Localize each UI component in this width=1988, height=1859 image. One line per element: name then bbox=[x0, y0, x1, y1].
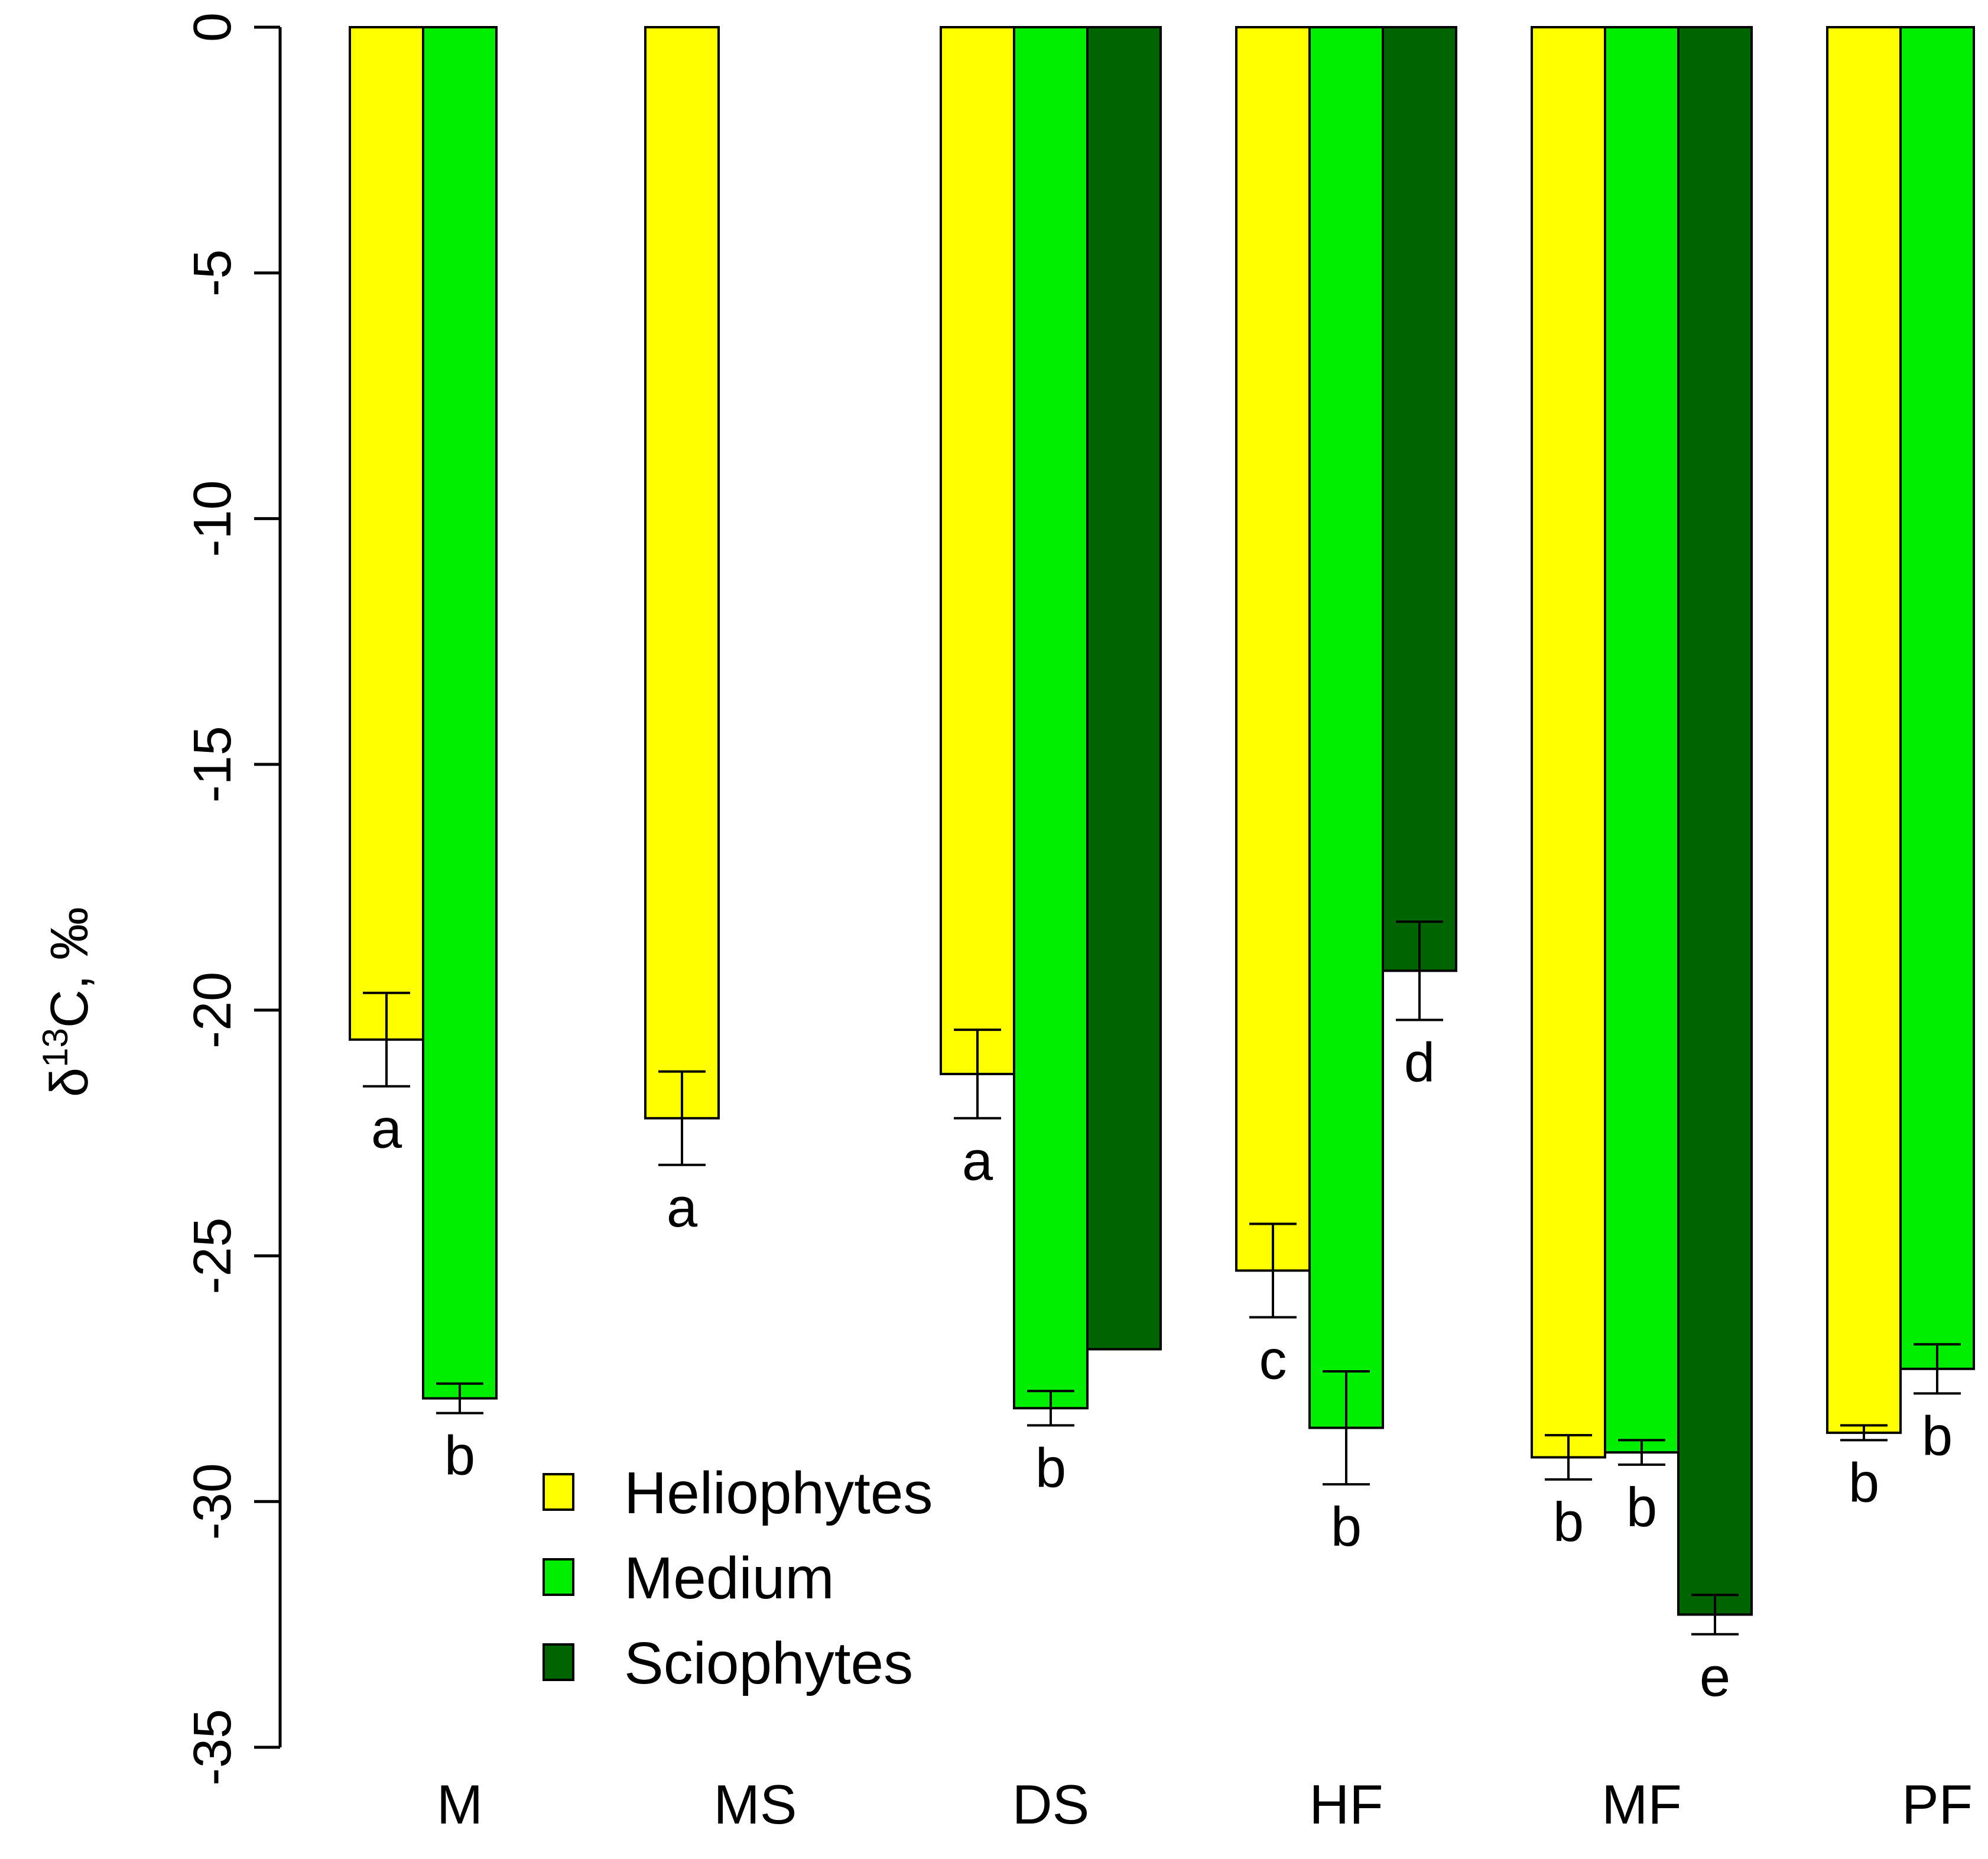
error-bar-medium-m bbox=[436, 1382, 483, 1414]
significance-label: a bbox=[371, 1098, 402, 1160]
bar-heliophytes-hf bbox=[1235, 26, 1311, 1272]
y-tick-label: -30 bbox=[183, 1463, 242, 1540]
significance-label: a bbox=[962, 1130, 993, 1192]
error-bar-heliophytes-ms bbox=[658, 1070, 706, 1166]
significance-label: b bbox=[1626, 1476, 1657, 1538]
error-bar-medium-ds bbox=[1027, 1390, 1074, 1427]
significance-label: b bbox=[444, 1425, 475, 1487]
category-label-hf: HF bbox=[1309, 1773, 1383, 1835]
bar-medium-m bbox=[422, 26, 498, 1400]
error-bar-sciophytes-hf bbox=[1396, 920, 1443, 1021]
y-tick-label: -10 bbox=[183, 480, 242, 557]
bar-heliophytes-ms bbox=[644, 26, 720, 1120]
significance-label: a bbox=[667, 1176, 698, 1238]
significance-label: b bbox=[1922, 1404, 1953, 1467]
error-bar-heliophytes-ds bbox=[954, 1029, 1001, 1120]
y-tick-label: -15 bbox=[183, 726, 242, 803]
significance-label: b bbox=[1035, 1436, 1066, 1498]
significance-label: c bbox=[1259, 1329, 1287, 1391]
error-bars bbox=[363, 920, 1961, 1636]
y-tick-label: 0 bbox=[183, 12, 242, 42]
category-label-pf: PF bbox=[1902, 1773, 1973, 1835]
category-labels: M MS DS HF MF PF bbox=[437, 1773, 1973, 1835]
bar-sciophytes-mf bbox=[1677, 26, 1753, 1616]
error-bar-heliophytes-pf bbox=[1840, 1424, 1888, 1442]
y-axis-title-prefix: δ bbox=[40, 1068, 99, 1097]
bar-medium-hf bbox=[1308, 26, 1384, 1429]
significance-label: b bbox=[1553, 1491, 1584, 1553]
legend-swatch-heliophytes bbox=[543, 1473, 574, 1511]
legend-label-heliophytes: Heliophytes bbox=[624, 1460, 933, 1526]
bar-medium-mf bbox=[1604, 26, 1680, 1454]
error-bar-heliophytes-mf bbox=[1545, 1434, 1592, 1481]
y-axis: 0 -5 -10 -15 -20 -25 -30 -35 bbox=[183, 12, 282, 1786]
category-label-ms: MS bbox=[714, 1773, 797, 1835]
svg-text:δ13C, ‰: δ13C, ‰ bbox=[35, 907, 99, 1097]
bar-medium-pf bbox=[1899, 26, 1975, 1370]
bars bbox=[349, 26, 1975, 1616]
y-axis-title: δ13C, ‰ bbox=[35, 907, 99, 1097]
significance-label: d bbox=[1404, 1031, 1435, 1093]
legend: Heliophytes Medium Sciophytes bbox=[543, 1460, 933, 1696]
significance-label: e bbox=[1700, 1646, 1730, 1708]
y-tick-label: -35 bbox=[183, 1709, 242, 1786]
y-tick-label: -20 bbox=[183, 972, 242, 1049]
significance-label: b bbox=[1849, 1451, 1879, 1513]
y-tick-label: -5 bbox=[183, 249, 242, 297]
y-tick-label: -25 bbox=[183, 1218, 242, 1295]
bar-heliophytes-ds bbox=[940, 26, 1015, 1075]
category-label-m: M bbox=[437, 1773, 483, 1835]
legend-swatch-sciophytes bbox=[543, 1643, 574, 1681]
bar-sciophytes-hf bbox=[1382, 26, 1457, 972]
error-bar-sciophytes-mf bbox=[1691, 1594, 1739, 1636]
error-bar-heliophytes-hf bbox=[1249, 1222, 1297, 1319]
error-bar-medium-hf bbox=[1323, 1370, 1370, 1486]
legend-label-sciophytes: Sciophytes bbox=[624, 1630, 913, 1696]
error-bar-medium-pf bbox=[1914, 1343, 1961, 1395]
bar-sciophytes-ds bbox=[1086, 26, 1162, 1351]
y-axis-title-superscript: 13 bbox=[35, 1028, 75, 1068]
y-axis-title-suffix: C, ‰ bbox=[40, 907, 99, 1028]
legend-swatch-medium bbox=[543, 1558, 574, 1596]
bar-heliophytes-pf bbox=[1826, 26, 1902, 1434]
significance-label: b bbox=[1331, 1495, 1362, 1558]
bar-heliophytes-m bbox=[349, 26, 424, 1041]
legend-label-medium: Medium bbox=[624, 1545, 834, 1611]
category-label-ds: DS bbox=[1012, 1773, 1090, 1835]
bar-heliophytes-mf bbox=[1531, 26, 1606, 1459]
error-bar-heliophytes-m bbox=[363, 991, 410, 1088]
error-bar-medium-mf bbox=[1618, 1439, 1665, 1466]
bar-medium-ds bbox=[1013, 26, 1089, 1410]
category-label-mf: MF bbox=[1602, 1773, 1682, 1835]
